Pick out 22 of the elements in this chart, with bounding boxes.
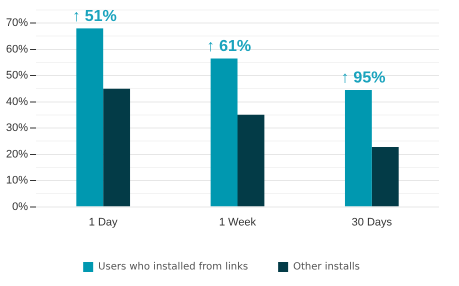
y-tick-label: 0% <box>12 200 28 213</box>
y-tick-label: 30% <box>6 122 28 134</box>
bar <box>372 146 399 206</box>
x-tick-label: 30 Days <box>352 216 393 228</box>
bar <box>210 58 238 206</box>
x-tick-label: 1 Week <box>218 216 257 228</box>
annotation: ↑ 95% <box>340 69 386 86</box>
annotation: ↑ 61% <box>206 38 252 55</box>
bar <box>103 88 130 206</box>
y-tick-label: 60% <box>6 43 28 56</box>
legend-label: Users who installed from links <box>98 262 248 273</box>
bar <box>344 90 372 206</box>
bar <box>238 114 264 206</box>
legend-label: Other installs <box>293 262 360 273</box>
annotation: ↑ 51% <box>72 8 117 25</box>
y-tick-label: 70% <box>6 17 28 30</box>
y-tick-label: 40% <box>6 96 28 108</box>
y-tick-label: 50% <box>6 70 28 82</box>
x-tick-label: 1 Day <box>88 216 118 228</box>
y-tick-label: 20% <box>6 148 28 160</box>
bar <box>76 28 104 206</box>
y-tick-label: 10% <box>6 174 28 187</box>
